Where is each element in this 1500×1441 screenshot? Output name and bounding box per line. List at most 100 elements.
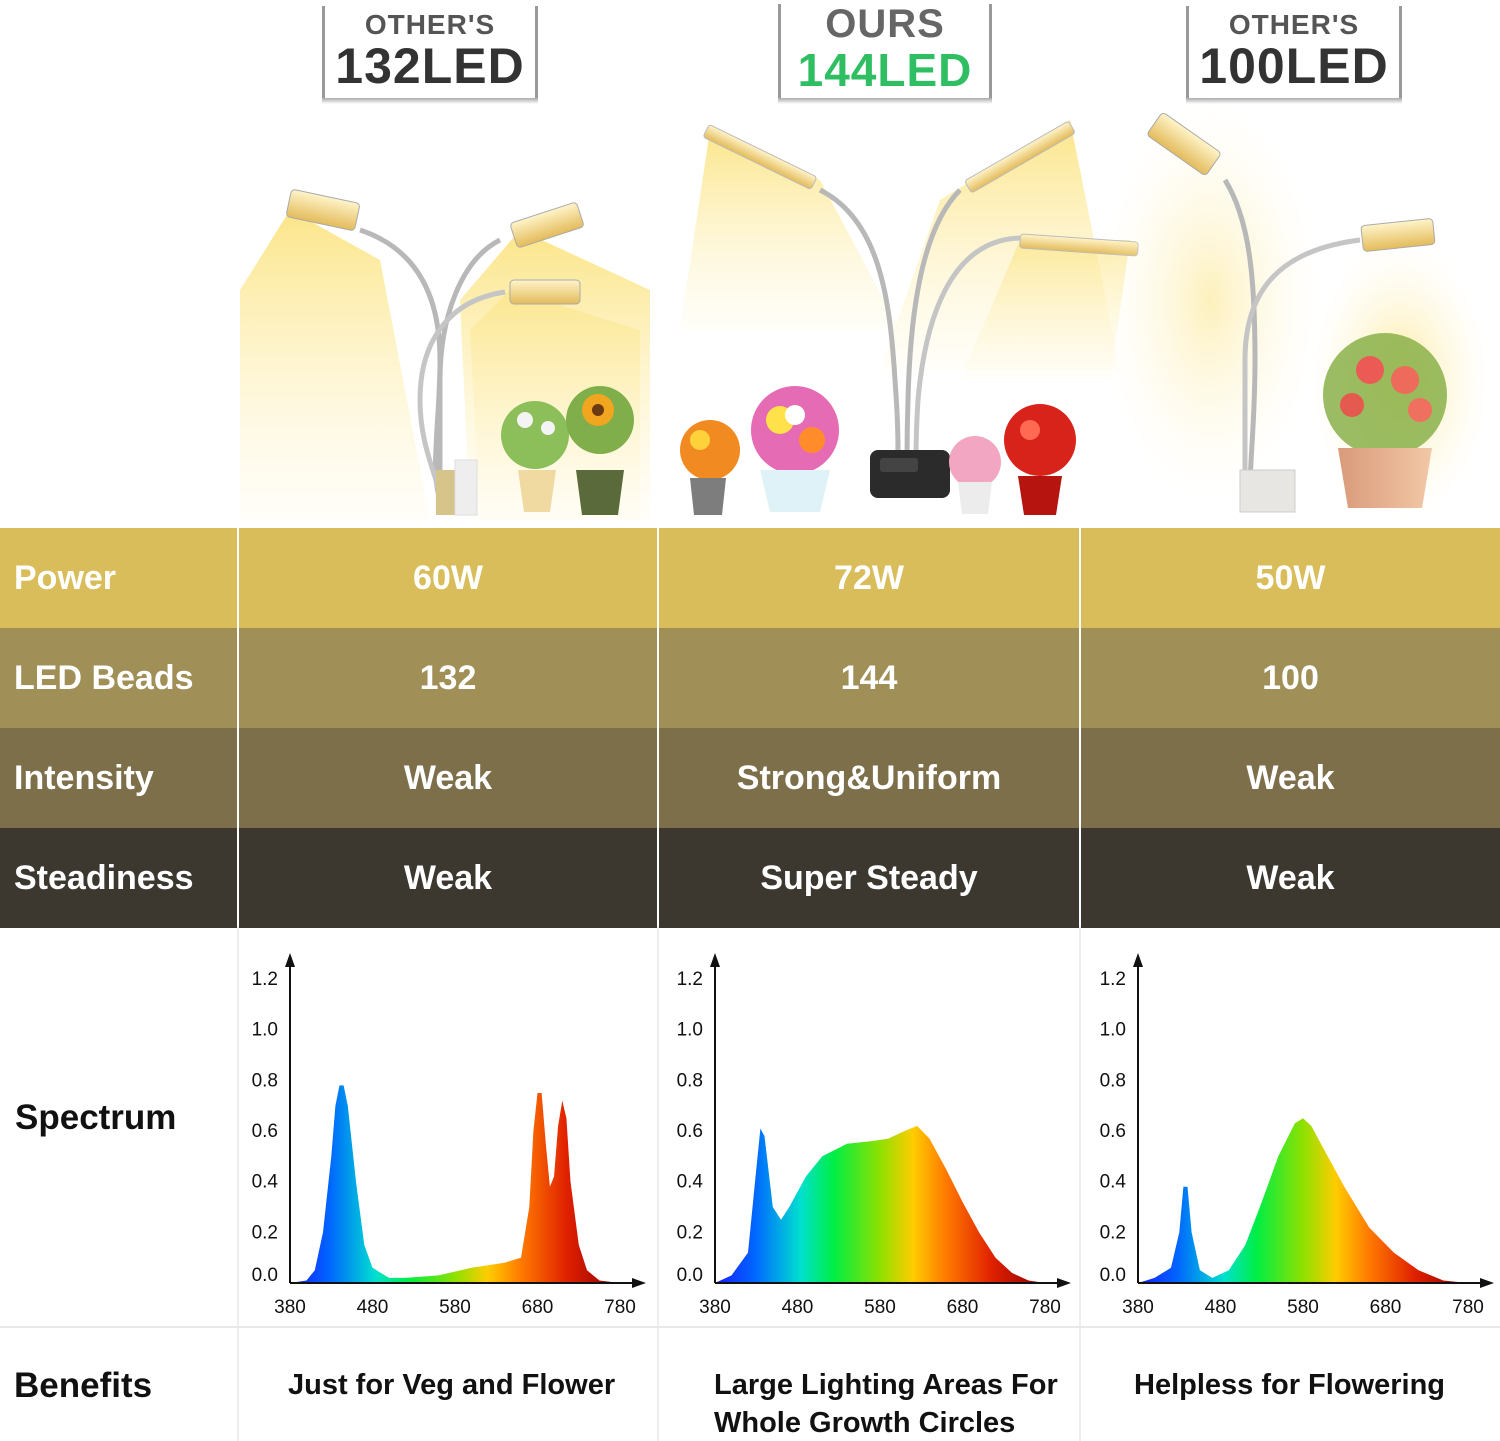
cell-middle: 72W <box>834 558 904 597</box>
right-product-image <box>1100 100 1490 520</box>
y-tick-label: 1.0 <box>252 1020 278 1041</box>
y-tick-label: 0.4 <box>1100 1172 1127 1193</box>
x-tick-label: 780 <box>604 1297 636 1318</box>
y-tick-label: 0.6 <box>1100 1121 1126 1142</box>
cell-left: Weak <box>403 758 493 797</box>
table-row-led-beads: LED Beads 132 144 100 <box>0 628 1500 728</box>
badge-right-shadow <box>1186 98 1402 104</box>
spectrum-chart-left: 0.0 0.2 0.4 0.6 0.8 1.0 1.2 380 480 580 680 780 <box>240 950 650 1320</box>
spectrum-area <box>1138 1118 1468 1283</box>
x-tick-label: 480 <box>1205 1297 1237 1318</box>
x-tick-label: 680 <box>1370 1297 1402 1318</box>
badge-middle-shadow <box>778 98 992 104</box>
x-tick-label: 680 <box>522 1297 554 1318</box>
benefit-middle: Large Lighting Areas For Whole Growth Ci… <box>714 1369 1058 1439</box>
badge-left-top: OTHER'S <box>364 9 496 40</box>
y-axis-arrow <box>285 953 295 967</box>
benefits-row <box>0 1326 1500 1441</box>
x-tick-label: 380 <box>699 1297 731 1318</box>
y-tick-label: 0.8 <box>252 1070 278 1091</box>
spectrum-area <box>290 1085 620 1283</box>
x-tick-label: 680 <box>947 1297 979 1318</box>
y-tick-label: 0.6 <box>677 1121 703 1142</box>
y-tick-label: 1.2 <box>677 969 703 990</box>
column-divider <box>1079 926 1081 1441</box>
badge-middle-bottom: 144LED <box>797 44 973 96</box>
spectrum-area <box>715 1125 1045 1283</box>
badge-right-bottom: 100LED <box>1199 38 1389 94</box>
middle-product-image <box>680 120 1139 515</box>
y-tick-label: 0.8 <box>677 1070 703 1091</box>
spectrum-chart-right: 0.0 0.2 0.4 0.6 0.8 1.0 1.2 380 480 580 680 780 <box>1088 950 1498 1320</box>
cell-right: Weak <box>1246 758 1335 797</box>
y-tick-label: 0.4 <box>252 1172 279 1193</box>
benefit-left: Just for Veg and Flower <box>288 1369 616 1401</box>
y-tick-label: 0.0 <box>677 1265 703 1286</box>
spectrum-label: Spectrum <box>15 1098 177 1137</box>
badge-right: OTHER'S 100LED <box>1186 9 1402 94</box>
column-divider <box>237 528 239 926</box>
column-divider <box>657 926 659 1441</box>
spectrum-svg: 0.0 0.2 0.4 0.6 0.8 1.0 1.2 380 480 580 680 780 <box>1100 953 1494 1318</box>
y-tick-label: 1.0 <box>677 1020 703 1041</box>
product-illustrations <box>240 100 1490 520</box>
x-tick-label: 580 <box>1287 1297 1319 1318</box>
x-tick-label: 780 <box>1452 1297 1484 1318</box>
cell-right: 50W <box>1255 558 1326 597</box>
column-divider <box>237 926 239 1441</box>
y-tick-label: 1.0 <box>1100 1020 1126 1041</box>
y-tick-label: 0.2 <box>252 1222 278 1243</box>
x-axis-arrow <box>1057 1278 1071 1288</box>
badge-frame-left <box>322 6 538 98</box>
y-axis-arrow <box>710 953 720 967</box>
product-hero: OTHER'S 132LED OURS 144LED OTHER'S 100LE… <box>0 0 1500 528</box>
row-label: Intensity <box>14 758 154 797</box>
badge-left: OTHER'S 132LED <box>322 9 538 94</box>
y-axis-arrow <box>1133 953 1143 967</box>
badge-middle-top: OURS <box>825 2 945 46</box>
spectrum-svg: 0.0 0.2 0.4 0.6 0.8 1.0 1.2 380 480 580 680 780 <box>677 953 1071 1318</box>
y-tick-label: 0.0 <box>252 1265 278 1286</box>
x-tick-label: 380 <box>1122 1297 1154 1318</box>
x-axis-arrow <box>632 1278 646 1288</box>
benefits-label: Benefits <box>14 1366 153 1405</box>
cell-middle: Super Steady <box>760 858 978 897</box>
spectrum-chart-middle: 0.0 0.2 0.4 0.6 0.8 1.0 1.2 380 480 580 680 780 <box>665 950 1075 1320</box>
x-axis-arrow <box>1480 1278 1494 1288</box>
cell-left: Weak <box>403 858 493 897</box>
x-tick-label: 480 <box>782 1297 814 1318</box>
row-label: LED Beads <box>14 658 194 697</box>
cell-middle: 144 <box>840 658 898 697</box>
table-row-steadiness: Steadiness Weak Super Steady Weak <box>0 828 1500 928</box>
badge-frame-middle <box>778 4 992 98</box>
left-product-image <box>240 189 650 520</box>
table-row-intensity: Intensity Weak Strong&Uniform Weak <box>0 728 1500 828</box>
y-tick-label: 0.4 <box>677 1172 704 1193</box>
spectrum-svg: 0.0 0.2 0.4 0.6 0.8 1.0 1.2 380 480 580 680 780 <box>252 953 646 1318</box>
column-divider <box>1079 528 1081 926</box>
x-tick-label: 780 <box>1029 1297 1061 1318</box>
y-tick-label: 1.2 <box>252 969 278 990</box>
cell-left: 60W <box>413 558 483 597</box>
benefit-right: Helpless for Flowering <box>1134 1369 1445 1401</box>
y-tick-label: 1.2 <box>1100 969 1126 990</box>
row-label: Power <box>14 558 117 597</box>
badge-left-bottom: 132LED <box>335 38 525 94</box>
row-label: Steadiness <box>14 858 194 897</box>
cell-left: 132 <box>419 658 477 697</box>
table-row-power: Power 60W 72W 50W <box>0 528 1500 628</box>
badge-middle: OURS 144LED <box>778 4 992 96</box>
badge-frame-right <box>1186 6 1402 98</box>
y-tick-label: 0.2 <box>1100 1222 1126 1243</box>
cell-right: 100 <box>1262 658 1319 697</box>
y-tick-label: 0.8 <box>1100 1070 1126 1091</box>
y-tick-label: 0.2 <box>677 1222 703 1243</box>
x-tick-label: 580 <box>864 1297 896 1318</box>
y-tick-label: 0.0 <box>1100 1265 1126 1286</box>
y-tick-label: 0.6 <box>252 1121 278 1142</box>
cell-middle: Strong&Uniform <box>736 758 1002 797</box>
x-tick-label: 480 <box>357 1297 389 1318</box>
cell-right: Weak <box>1246 858 1335 897</box>
badge-right-top: OTHER'S <box>1228 9 1360 40</box>
column-divider <box>657 528 659 926</box>
